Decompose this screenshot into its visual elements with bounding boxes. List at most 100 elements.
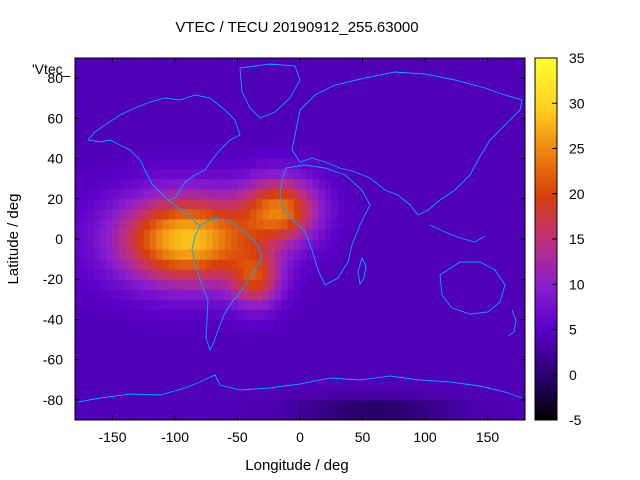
heatmap-cell	[181, 299, 189, 310]
heatmap-cell	[331, 379, 339, 391]
heatmap-cell	[418, 228, 426, 240]
heatmap-cell	[356, 178, 364, 190]
heatmap-cell	[112, 128, 120, 140]
heatmap-cell	[218, 389, 226, 401]
heatmap-cell	[206, 379, 214, 391]
heatmap-cell	[143, 148, 151, 160]
heatmap-cell	[137, 168, 145, 180]
heatmap-cell	[318, 299, 326, 310]
heatmap-cell	[187, 218, 195, 230]
heatmap-cell	[350, 319, 357, 331]
heatmap-cell	[325, 279, 332, 290]
heatmap-cell	[331, 128, 339, 140]
heatmap-cell	[118, 118, 126, 129]
heatmap-cell	[250, 409, 257, 420]
heatmap-cell	[175, 148, 182, 160]
heatmap-cell	[431, 168, 439, 180]
heatmap-cell	[143, 319, 151, 331]
heatmap-cell	[318, 269, 326, 280]
heatmap-cell	[381, 399, 389, 411]
heatmap-cell	[400, 319, 407, 331]
heatmap-cell	[306, 309, 314, 321]
heatmap-cell	[381, 148, 389, 160]
heatmap-cell	[131, 349, 139, 361]
heatmap-cell	[268, 309, 276, 321]
heatmap-cell	[218, 319, 226, 331]
heatmap-cell	[218, 349, 226, 361]
heatmap-cell	[143, 329, 151, 341]
heatmap-cell	[87, 98, 95, 109]
x-tick-label: 50	[355, 429, 371, 445]
heatmap-cell	[306, 68, 314, 79]
heatmap-cell	[437, 239, 445, 250]
heatmap-cell	[150, 379, 157, 391]
heatmap-cell	[137, 249, 145, 260]
heatmap-cell	[287, 399, 295, 411]
heatmap-cell	[393, 399, 401, 411]
heatmap-cell	[162, 218, 170, 230]
heatmap-cell	[375, 379, 382, 391]
x-axis-ticks: -150 -100 -50 0 50 100 150	[98, 58, 499, 445]
heatmap-cell	[312, 289, 320, 300]
heatmap-cell	[293, 309, 301, 321]
heatmap-cell	[437, 188, 445, 200]
heatmap-cell	[162, 279, 170, 290]
heatmap-cell	[418, 88, 426, 99]
heatmap-cell	[475, 409, 482, 420]
heatmap-cell	[325, 138, 332, 150]
heatmap-cell	[287, 128, 295, 140]
heatmap-cell	[156, 98, 164, 109]
heatmap-cell	[112, 279, 120, 290]
heatmap-cell	[456, 128, 464, 140]
heatmap-cell	[306, 279, 314, 290]
heatmap-cell	[262, 208, 270, 220]
heatmap-cell	[418, 178, 426, 190]
heatmap-cell	[450, 339, 457, 351]
heatmap-cell	[150, 128, 157, 140]
heatmap-cell	[87, 198, 95, 210]
heatmap-cell	[431, 349, 439, 361]
heatmap-cell	[337, 289, 345, 300]
heatmap-cell	[350, 148, 357, 160]
heatmap-cell	[475, 78, 482, 89]
heatmap-cell	[487, 158, 495, 170]
heatmap-cell	[387, 249, 395, 260]
heatmap-cell	[500, 118, 507, 129]
heatmap-cell	[381, 68, 389, 79]
heatmap-cell	[456, 309, 464, 321]
heatmap-cell	[231, 249, 239, 260]
heatmap-cell	[287, 249, 295, 260]
heatmap-cell	[481, 128, 489, 140]
heatmap-cell	[481, 249, 489, 260]
heatmap-cell	[93, 198, 101, 210]
heatmap-cell	[125, 319, 132, 331]
heatmap-cell	[231, 68, 239, 79]
heatmap-cell	[87, 218, 95, 230]
heatmap-cell	[400, 198, 407, 210]
heatmap-cell	[87, 399, 95, 411]
heatmap-cell	[437, 319, 445, 331]
heatmap-cell	[187, 58, 195, 69]
heatmap-cell	[400, 379, 407, 391]
heatmap-cell	[406, 279, 414, 290]
heatmap-cell	[156, 178, 164, 190]
x-tick-label: -100	[161, 429, 189, 445]
heatmap-cell	[481, 389, 489, 401]
heatmap-cell	[487, 309, 495, 321]
heatmap-cell	[506, 178, 514, 190]
heatmap-cell	[387, 279, 395, 290]
heatmap-cell	[150, 329, 157, 341]
heatmap-cell	[125, 168, 132, 180]
heatmap-cell	[143, 289, 151, 300]
heatmap-cell	[512, 259, 520, 270]
heatmap-cell	[418, 78, 426, 89]
heatmap-cell	[150, 339, 157, 351]
heatmap-cell	[518, 389, 525, 401]
heatmap-cell	[225, 198, 232, 210]
heatmap-cell	[487, 259, 495, 270]
heatmap-cell	[193, 228, 201, 240]
heatmap-cell	[368, 58, 376, 69]
heatmap-cell	[387, 379, 395, 391]
heatmap-cell	[500, 409, 507, 420]
heatmap-cell	[281, 178, 289, 190]
